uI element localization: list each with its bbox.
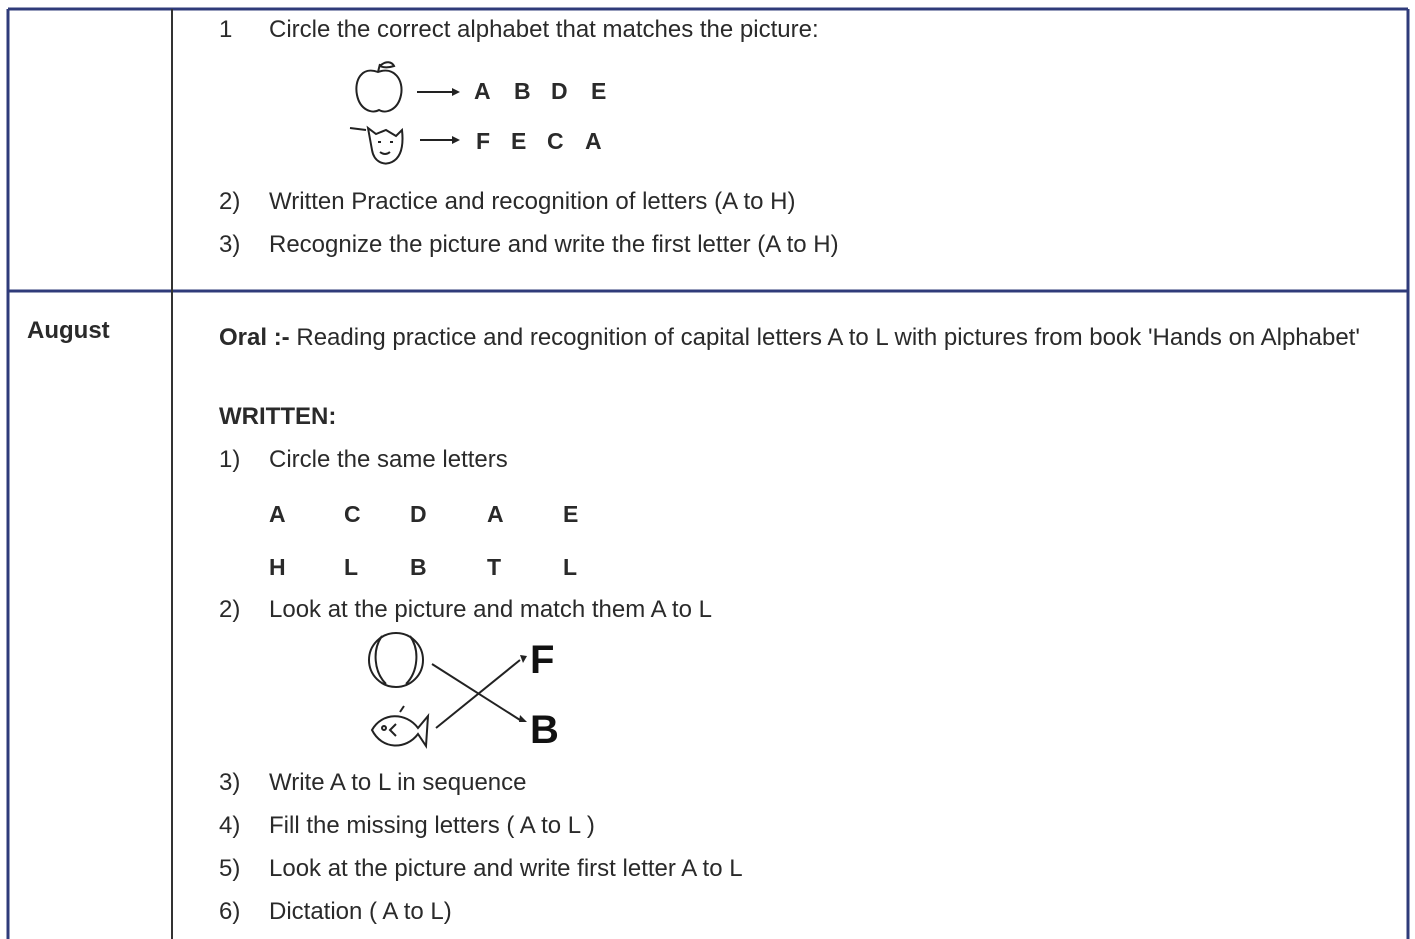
item-number: 5) (219, 855, 241, 882)
letter: E (563, 501, 579, 527)
letter: F (476, 128, 491, 154)
letter: E (591, 78, 607, 104)
letter: A (487, 501, 504, 527)
item-text: Look at the picture and match them A to … (269, 596, 712, 623)
letter: H (269, 554, 286, 580)
letter: B (410, 554, 427, 580)
item-text: Circle the correct alphabet that matches… (269, 16, 819, 43)
written-label: WRITTEN: (219, 403, 337, 430)
item-number: 2) (219, 596, 241, 623)
item-number: 4) (219, 812, 241, 839)
letter: L (344, 554, 359, 580)
match-letter: F (530, 638, 555, 682)
item-text: Fill the missing letters ( A to L ) (269, 812, 595, 839)
letter: A (474, 78, 491, 104)
item-text: Write A to L in sequence (269, 769, 527, 796)
match-letter: B (530, 708, 559, 752)
letter: D (410, 501, 427, 527)
letter: D (551, 78, 568, 104)
letter: E (511, 128, 527, 154)
letter: T (487, 554, 502, 580)
month: August (27, 317, 110, 344)
item-number: 3) (219, 231, 241, 258)
letter: A (585, 128, 602, 154)
item-number: 6) (219, 898, 241, 925)
item-text: Recognize the picture and write the firs… (269, 231, 839, 258)
letter: C (344, 501, 361, 527)
oral-text: Reading practice and recognition of capi… (296, 324, 1360, 351)
item-text: Written Practice and recognition of lett… (269, 188, 796, 215)
item-number: 2) (219, 188, 241, 215)
item-text: Dictation ( A to L) (269, 898, 452, 925)
item-number: 1 (219, 16, 233, 43)
oral-paragraph: Oral :- Reading practice and recognition… (219, 316, 1399, 359)
item-number: 3) (219, 769, 241, 796)
item-text: Circle the same letters (269, 446, 508, 473)
oral-label: Oral :- (219, 324, 290, 351)
letter: C (547, 128, 564, 154)
item-number: 1) (219, 446, 241, 473)
item-text: Look at the picture and write first lett… (269, 855, 743, 882)
letter: B (514, 78, 531, 104)
letter: L (563, 554, 578, 580)
letter: A (269, 501, 286, 527)
